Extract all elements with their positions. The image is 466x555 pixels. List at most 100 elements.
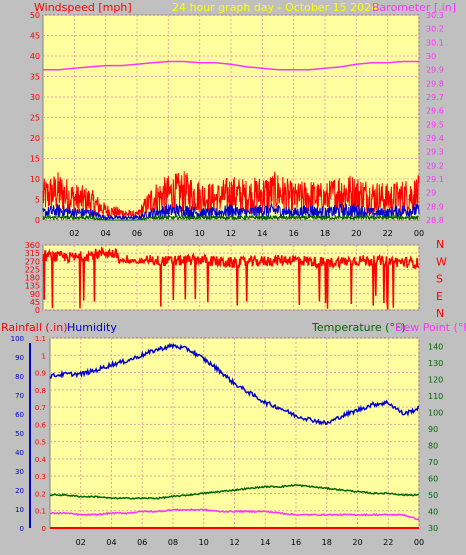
rain-x-tick-label: 00 — [414, 538, 424, 547]
direction-tick-label: 90 — [30, 290, 40, 299]
rain-x-tick-label: 02 — [76, 538, 86, 547]
compass-label: W — [436, 255, 447, 268]
rain-humidity-series — [49, 342, 420, 529]
wind-tick-label: 0 — [35, 216, 40, 225]
dew-point-label: Dew Point (°F) — [395, 321, 466, 334]
wind-tick-label: 15 — [30, 155, 40, 164]
barometer-tick-label: 29.6 — [426, 107, 444, 116]
direction-tick-label: 225 — [25, 265, 40, 274]
rain-tick-label: 0.8 — [35, 387, 46, 395]
direction-tick-label: 135 — [25, 282, 40, 291]
wind-x-tick-label: 08 — [163, 229, 173, 238]
rain-x-tick-label: 18 — [322, 538, 332, 547]
barometer-tick-label: 28.9 — [426, 202, 444, 211]
wind-barometer-grid — [43, 14, 420, 221]
barometer-tick-label: 29.4 — [426, 134, 444, 143]
temperature-tick-label: 140 — [428, 342, 443, 351]
temperature-tick-label: 90 — [428, 425, 438, 434]
wind-tick-label: 30 — [30, 93, 40, 102]
humidity-tick-label: 50 — [15, 430, 24, 438]
barometer-tick-label: 29.3 — [426, 148, 444, 157]
rain-tick-label: 0 — [42, 525, 46, 533]
barometer-tick-label: 29 — [426, 189, 436, 198]
wind-x-tick-label: 04 — [101, 229, 111, 238]
barometer-tick-label: 28.8 — [426, 216, 444, 225]
rain-humidity-temperature-panel: 010203040506070809010000.10.20.30.40.50.… — [11, 335, 444, 547]
humidity-tick-label: 40 — [15, 449, 24, 457]
temperature-line — [49, 483, 420, 500]
wind-x-tick-label: 10 — [195, 229, 205, 238]
wind-x-tick-label: 14 — [257, 229, 267, 238]
rain-humidity-axes: 010203040506070809010000.10.20.30.40.50.… — [11, 335, 444, 547]
barometer-tick-label: 29.1 — [426, 175, 444, 184]
barometer-tick-label: 29.2 — [426, 161, 444, 170]
rain-tick-label: 0.7 — [35, 404, 46, 412]
humidity-label: Humidity — [67, 321, 117, 334]
compass-label: E — [436, 290, 443, 303]
direction-tick-label: 45 — [30, 298, 40, 307]
direction-tick-label: 180 — [25, 274, 40, 283]
barometer-tick-label: 30.3 — [426, 11, 444, 20]
humidity-tick-label: 90 — [15, 354, 24, 362]
rain-tick-label: 0.4 — [35, 456, 47, 464]
wind-tick-label: 40 — [30, 52, 40, 61]
humidity-tick-label: 100 — [11, 335, 24, 343]
wind-x-tick-label: 00 — [414, 229, 424, 238]
wind-tick-label: 50 — [30, 11, 40, 20]
wind-tick-label: 10 — [30, 175, 40, 184]
barometer-line — [43, 60, 419, 71]
wind-x-tick-label: 16 — [289, 229, 299, 238]
wind-x-tick-label: 18 — [320, 229, 330, 238]
humidity-line — [49, 342, 420, 426]
rain-humidity-plot-area — [49, 337, 420, 529]
wind-tick-label: 25 — [30, 114, 40, 123]
wind-direction-line — [42, 246, 420, 310]
temperature-tick-label: 80 — [428, 441, 438, 450]
wind-x-tick-label: 06 — [132, 229, 142, 238]
rain-x-tick-label: 20 — [352, 538, 362, 547]
wind-low-line — [42, 213, 420, 222]
wind-direction-series — [42, 246, 420, 310]
chart-title: 24 hour graph day - October 15 2024 — [172, 1, 378, 14]
rain-x-tick-label: 22 — [383, 538, 393, 547]
temperature-tick-label: 70 — [428, 458, 438, 467]
rain-tick-label: 0.9 — [35, 370, 46, 378]
barometer-tick-label: 29.5 — [426, 120, 444, 129]
humidity-tick-label: 80 — [15, 373, 24, 381]
temperature-tick-label: 50 — [428, 491, 438, 500]
wind-barometer-axes: 0 5 10 15 20 25 30 35 40 45 50 28.8 28.9 29 29.1 29.2 29… — [30, 11, 444, 238]
barometer-tick-label: 30 — [426, 52, 436, 61]
temperature-tick-label: 130 — [428, 359, 443, 368]
barometer-tick-label: 30.1 — [426, 38, 444, 47]
rain-x-tick-label: 08 — [168, 538, 178, 547]
wind-tick-label: 35 — [30, 73, 40, 82]
humidity-tick-label: 20 — [15, 487, 24, 495]
wind-tick-label: 5 — [35, 196, 40, 205]
barometer-label: Barometer [.in] — [372, 1, 456, 14]
wind-barometer-panel: 0 5 10 15 20 25 30 35 40 45 50 28.8 28.9 29 29.1 29.2 29… — [30, 11, 444, 238]
windspeed-label: Windspeed [mph] — [34, 1, 132, 14]
wind-x-tick-label: 22 — [383, 229, 393, 238]
rain-x-tick-label: 04 — [106, 538, 116, 547]
direction-tick-label: 270 — [25, 257, 40, 266]
direction-tick-label: 315 — [25, 249, 40, 258]
temperature-label: Temperature (°F) — [311, 321, 406, 334]
rainfall-label: Rainfall (.in) — [1, 321, 68, 334]
rain-tick-label: 1 — [42, 352, 46, 360]
rain-tick-label: 0.6 — [35, 421, 47, 429]
barometer-tick-label: 29.8 — [426, 79, 444, 88]
humidity-tick-label: 70 — [15, 392, 24, 400]
rain-tick-label: 0.3 — [35, 473, 46, 481]
dew-point-line — [49, 508, 420, 521]
wind-x-tick-label: 12 — [226, 229, 236, 238]
humidity-tick-label: 10 — [15, 506, 24, 514]
wind-x-tick-label: 02 — [69, 229, 79, 238]
wind-x-tick-label: 20 — [351, 229, 361, 238]
compass-label: N — [436, 307, 444, 320]
wind-average-line — [42, 202, 420, 222]
barometer-tick-label: 29.9 — [426, 66, 444, 75]
compass-label: N — [436, 238, 444, 251]
rain-x-tick-label: 10 — [199, 538, 209, 547]
